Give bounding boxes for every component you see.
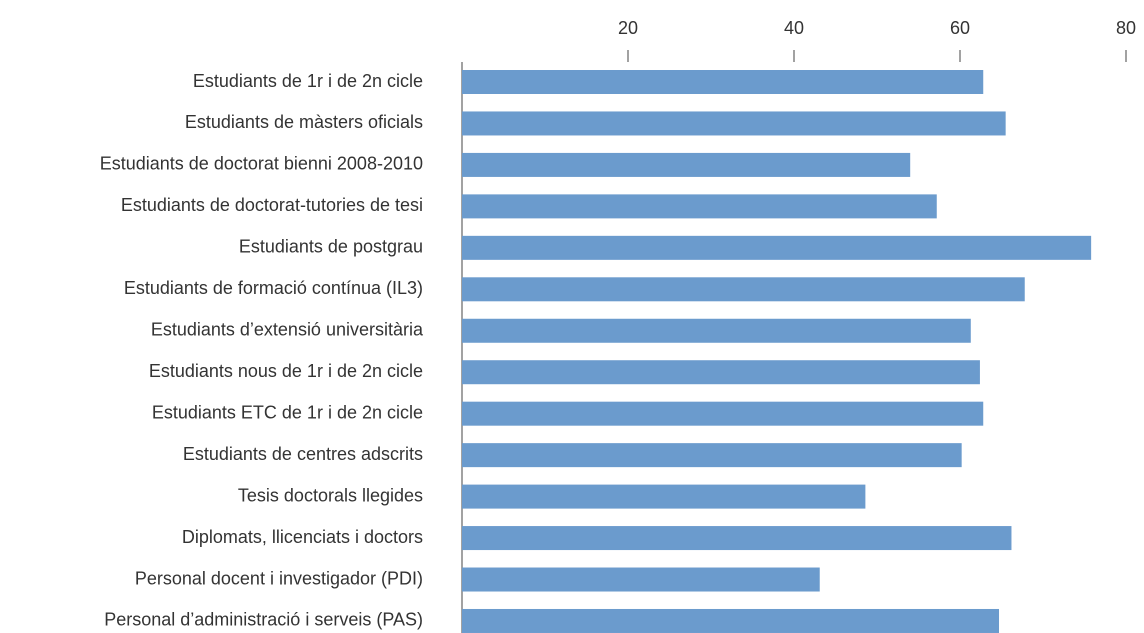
y-tick-label: Estudiants de doctorat bienni 2008-2010 xyxy=(100,154,423,174)
y-tick-label: Tesis doctorals llegides xyxy=(238,485,423,505)
bar xyxy=(462,567,820,592)
y-tick-label: Estudiants de centres adscrits xyxy=(183,444,423,464)
y-tick-label: Estudiants de postgrau xyxy=(239,237,423,257)
bar xyxy=(462,277,1025,302)
bar xyxy=(462,526,1012,551)
y-tick-label: Estudiants d’extensió universitària xyxy=(151,320,424,340)
bar xyxy=(462,194,937,219)
y-tick-label: Diplomats, llicenciats i doctors xyxy=(182,527,423,547)
y-tick-label: Estudiants de formació contínua (IL3) xyxy=(124,278,423,298)
bar xyxy=(462,318,971,343)
bar xyxy=(462,235,1092,260)
y-tick-label: Estudiants ETC de 1r i de 2n cicle xyxy=(152,402,423,422)
bar xyxy=(462,484,866,509)
y-tick-label: Personal docent i investigador (PDI) xyxy=(135,568,423,588)
bar xyxy=(462,401,984,426)
y-tick-label: Estudiants de màsters oficials xyxy=(185,112,423,132)
x-tick-label: 80 xyxy=(1116,18,1136,38)
bar xyxy=(462,70,984,94)
x-tick-label: 40 xyxy=(784,18,804,38)
bar xyxy=(462,360,980,385)
bar xyxy=(462,111,1006,136)
y-tick-label: Personal d’administració i serveis (PAS) xyxy=(104,610,423,630)
bar xyxy=(462,608,1000,633)
x-tick-label: 60 xyxy=(950,18,970,38)
bar xyxy=(462,152,911,177)
bar xyxy=(462,443,962,468)
x-tick-label: 20 xyxy=(618,18,638,38)
y-tick-label: Estudiants de doctorat-tutories de tesi xyxy=(121,195,423,215)
y-tick-label: Estudiants nous de 1r i de 2n cicle xyxy=(149,361,423,381)
y-tick-label: Estudiants de 1r i de 2n cicle xyxy=(193,71,423,91)
